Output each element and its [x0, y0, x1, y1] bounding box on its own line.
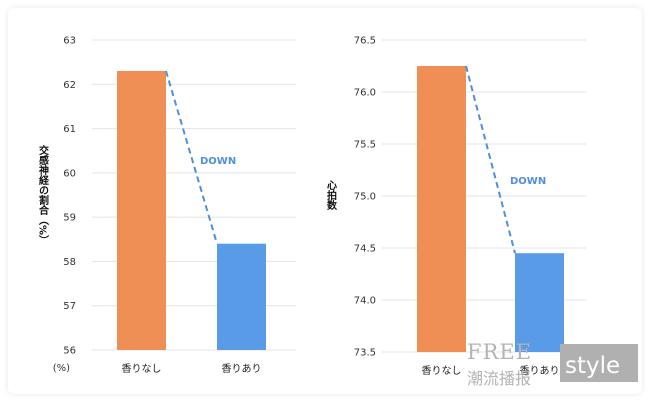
x-tick-labels: 香りなし 香りあり [122, 363, 262, 375]
y-tick-labels: 56 57 58 59 60 61 62 63 [63, 36, 76, 357]
down-connector-line [465, 65, 516, 254]
y-tick-label: 75.0 [354, 192, 376, 203]
y-tick-label: 56 [63, 346, 76, 357]
y-unit-label: (%) [53, 363, 70, 374]
chart-sympathetic-ratio: 56 57 58 59 60 61 62 63 香りなし 香りあり (%) 交感神経の割合（%）… [37, 36, 296, 375]
chart-heart-rate: 73.5 74.0 74.5 75.0 75.5 76.0 76.5 香りなし 香りあり 心拍… [325, 36, 586, 377]
watermark-free: FREE [467, 340, 532, 364]
watermark-badge: style [565, 353, 620, 379]
watermark-badge-bg [560, 344, 638, 382]
y-tick-label: 76.5 [354, 36, 376, 47]
y-tick-label: 75.5 [354, 140, 376, 151]
bar-without-scent [417, 66, 466, 352]
x-tick-label: 香りなし [122, 363, 162, 375]
bar-with-scent [217, 243, 266, 350]
x-tick-label: 香りなし [422, 365, 462, 377]
y-tick-label: 60 [63, 168, 76, 179]
watermark-chinese: 潮流播报 [467, 369, 531, 388]
bars [417, 66, 564, 352]
bar-with-scent [515, 253, 564, 352]
y-tick-label: 73.5 [354, 348, 376, 359]
y-axis-label: 心拍数 [325, 180, 337, 211]
x-tick-label: 香りあり [222, 363, 262, 375]
y-tick-label: 76.0 [354, 88, 376, 99]
y-tick-label: 74.0 [354, 296, 376, 307]
y-tick-label: 57 [63, 301, 76, 312]
bar-without-scent [117, 71, 166, 350]
y-tick-label: 74.5 [354, 244, 376, 255]
x-tick-labels: 香りなし 香りあり [422, 365, 560, 377]
y-tick-label: 63 [63, 36, 76, 47]
x-tick-label: 香りあり [520, 365, 560, 377]
y-axis-label: 交感神経の割合（%） [37, 144, 50, 245]
down-annotation: DOWN [200, 156, 236, 167]
watermark: FREE 潮流播报 style [467, 340, 638, 388]
down-connector-line [165, 70, 218, 244]
y-tick-label: 61 [63, 124, 76, 135]
y-tick-labels: 73.5 74.0 74.5 75.0 75.5 76.0 76.5 [354, 36, 376, 359]
y-tick-label: 58 [63, 257, 76, 268]
bars [117, 71, 266, 350]
y-tick-label: 62 [63, 80, 76, 91]
y-tick-label: 59 [63, 213, 76, 224]
down-annotation: DOWN [510, 176, 546, 187]
